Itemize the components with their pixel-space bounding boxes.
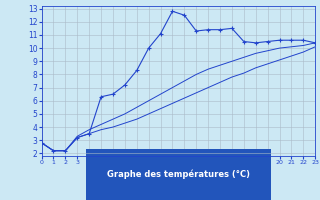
X-axis label: Graphe des températures (°C): Graphe des températures (°C) xyxy=(107,169,250,179)
